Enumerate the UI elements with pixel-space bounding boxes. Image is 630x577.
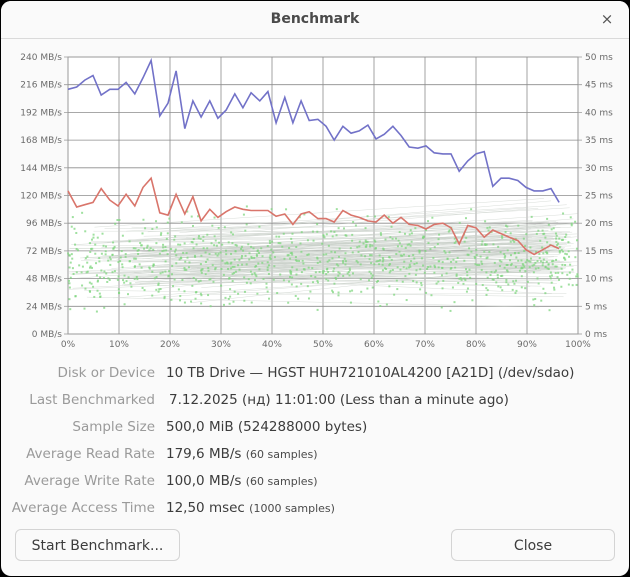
svg-text:144 MB/s: 144 MB/s xyxy=(20,164,62,174)
svg-text:72 MB/s: 72 MB/s xyxy=(26,247,62,257)
info-row-write-rate: Average Write Rate 100,0 MB/s (60 sample… xyxy=(1,471,629,491)
svg-text:20 ms: 20 ms xyxy=(585,219,613,229)
svg-text:192 MB/s: 192 MB/s xyxy=(20,108,62,118)
access-time-label: Average Access Time xyxy=(11,500,155,516)
write-rate-value: 100,0 MB/s xyxy=(166,473,242,489)
svg-text:168 MB/s: 168 MB/s xyxy=(20,136,62,146)
svg-text:0 ms: 0 ms xyxy=(585,330,607,340)
info-row-device: Disk or Device 10 TB Drive — HGST HUH721… xyxy=(1,363,629,383)
svg-text:30 ms: 30 ms xyxy=(585,164,613,174)
svg-text:216 MB/s: 216 MB/s xyxy=(20,81,62,91)
read-rate-label: Average Read Rate xyxy=(26,446,155,462)
write-rate-value-wrap: 100,0 MB/s (60 samples) xyxy=(166,471,318,492)
read-rate-value-wrap: 179,6 MB/s (60 samples) xyxy=(166,444,318,465)
write-rate-samples: (60 samples) xyxy=(245,475,318,488)
svg-text:45 ms: 45 ms xyxy=(585,81,613,91)
info-row-last-benchmarked: Last Benchmarked 7.12.2025 (нд) 11:01:00… xyxy=(1,390,629,410)
device-value: 10 TB Drive — HGST HUH721010AL4200 [A21D… xyxy=(166,365,575,381)
svg-text:30%: 30% xyxy=(211,340,231,350)
start-benchmark-button[interactable]: Start Benchmark... xyxy=(15,529,180,561)
device-label: Disk or Device xyxy=(57,365,155,381)
svg-text:100%: 100% xyxy=(565,340,591,350)
svg-text:0%: 0% xyxy=(61,340,76,350)
last-benchmarked-value: 7.12.2025 (нд) 11:01:00 (Less than a min… xyxy=(169,392,509,408)
read-rate-samples: (60 samples) xyxy=(245,448,318,461)
read-rate-line xyxy=(67,57,560,203)
info-row-sample-size: Sample Size 500,0 MiB (524288000 bytes) xyxy=(1,417,629,437)
svg-text:80%: 80% xyxy=(466,340,486,350)
access-time-scatter xyxy=(67,198,579,313)
svg-text:15 ms: 15 ms xyxy=(585,247,613,257)
svg-text:48 MB/s: 48 MB/s xyxy=(26,275,62,285)
svg-text:25 ms: 25 ms xyxy=(585,192,613,202)
access-time-value-wrap: 12,50 msec (1000 samples) xyxy=(166,498,335,519)
close-button[interactable]: Close xyxy=(451,529,615,561)
svg-text:40%: 40% xyxy=(262,340,282,350)
last-benchmarked-label: Last Benchmarked xyxy=(29,392,155,408)
info-row-access-time: Average Access Time 12,50 msec (1000 sam… xyxy=(1,498,629,518)
svg-text:70%: 70% xyxy=(415,340,435,350)
y-axis-right-labels: 0 ms 5 ms 10 ms 15 ms 20 ms 25 ms 30 ms 35 ms 40… xyxy=(585,53,613,340)
svg-text:50%: 50% xyxy=(313,340,333,350)
svg-text:40 ms: 40 ms xyxy=(585,108,613,118)
close-icon[interactable]: × xyxy=(600,10,614,28)
dialog-title: Benchmark xyxy=(270,11,360,27)
title-bar: Benchmark × xyxy=(1,1,629,39)
info-row-read-rate: Average Read Rate 179,6 MB/s (60 samples… xyxy=(1,444,629,464)
write-rate-line xyxy=(67,176,560,256)
svg-text:96 MB/s: 96 MB/s xyxy=(26,219,62,229)
x-axis-labels: 0% 10% 20% 30% 40% 50% 60% 70% 80% 90% 100% xyxy=(61,340,591,350)
svg-text:240 MB/s: 240 MB/s xyxy=(20,53,62,63)
svg-text:20%: 20% xyxy=(160,340,180,350)
sample-size-value: 500,0 MiB (524288000 bytes) xyxy=(166,419,368,435)
svg-text:60%: 60% xyxy=(364,340,384,350)
svg-text:120 MB/s: 120 MB/s xyxy=(20,192,62,202)
benchmark-chart: 0 MB/s 24 MB/s 48 MB/s 72 MB/s 96 MB/s 120 MB… xyxy=(20,53,613,350)
svg-text:35 ms: 35 ms xyxy=(585,136,613,146)
svg-text:10 ms: 10 ms xyxy=(585,275,613,285)
chart-grid xyxy=(64,56,582,335)
read-rate-value: 179,6 MB/s xyxy=(166,446,242,462)
svg-text:90%: 90% xyxy=(517,340,537,350)
svg-text:5 ms: 5 ms xyxy=(585,302,607,312)
access-time-value: 12,50 msec xyxy=(166,500,245,516)
svg-text:10%: 10% xyxy=(109,340,129,350)
svg-text:24 MB/s: 24 MB/s xyxy=(26,302,62,312)
y-axis-left-labels: 0 MB/s 24 MB/s 48 MB/s 72 MB/s 96 MB/s 120 MB… xyxy=(20,53,62,340)
access-time-samples: (1000 samples) xyxy=(249,502,335,515)
sample-size-label: Sample Size xyxy=(72,419,155,435)
write-rate-label: Average Write Rate xyxy=(24,473,155,489)
svg-text:50 ms: 50 ms xyxy=(585,53,613,63)
svg-text:0 MB/s: 0 MB/s xyxy=(32,330,63,340)
